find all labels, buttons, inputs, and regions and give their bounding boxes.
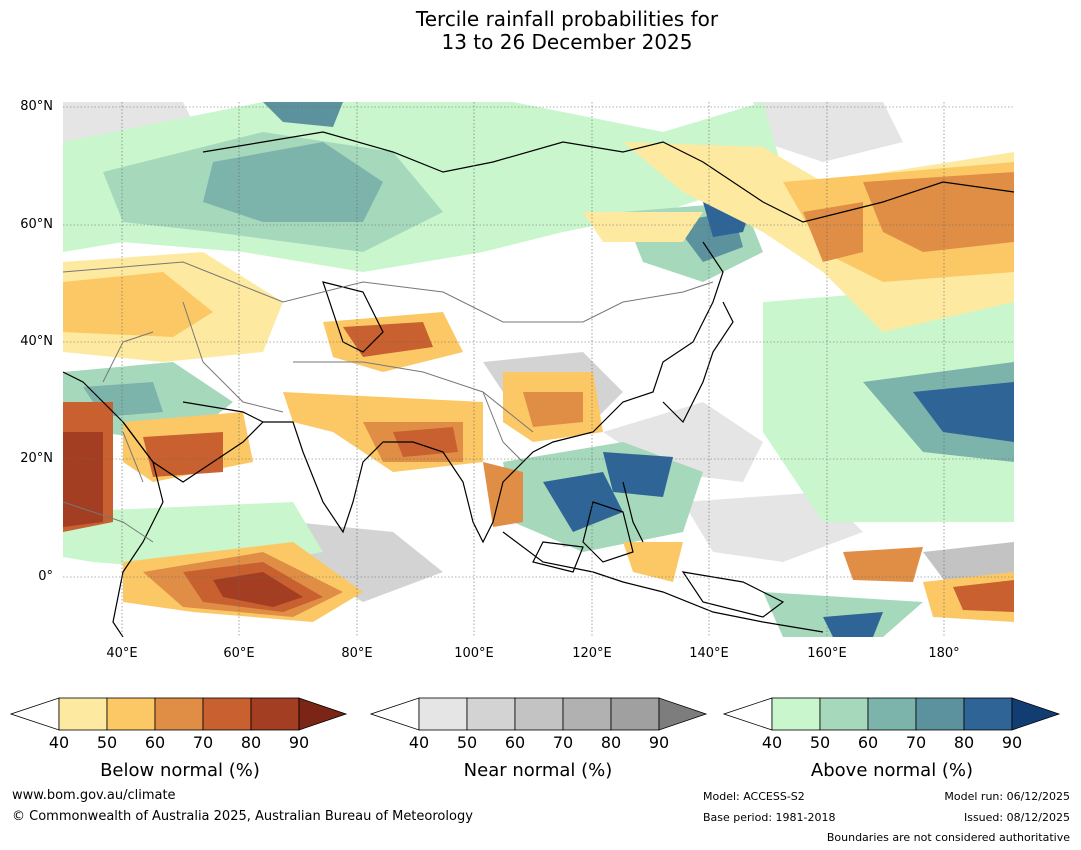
tick: 80: [953, 733, 975, 752]
colorbar-above-label: Above normal (%): [810, 760, 974, 781]
colorbar-near-label: Near normal (%): [463, 760, 613, 781]
colorbar-segment: [202, 697, 252, 731]
colorbar-max-arrow: [658, 697, 708, 731]
title-line-1: Tercile rainfall probabilities for: [415, 7, 719, 31]
footer-model-run: Model run: 06/12/2025: [944, 790, 1070, 803]
tick: 50: [456, 733, 478, 752]
colorbar-max-arrow: [298, 697, 348, 731]
tick: 80: [600, 733, 622, 752]
coastlines: [63, 131, 1014, 637]
tick: 70: [192, 733, 214, 752]
footer-base-period: Base period: 1981-2018: [703, 811, 836, 824]
colorbar-below-label: Below normal (%): [100, 760, 260, 781]
above-normal-regions: [63, 102, 1014, 637]
colorbar-segment: [867, 697, 917, 731]
tick: 40: [761, 733, 783, 752]
footer-model: Model: ACCESS-S2: [703, 790, 805, 803]
tick: 50: [96, 733, 118, 752]
lat-label-0: 0°: [38, 569, 53, 584]
below-normal-regions: [63, 142, 1014, 622]
colorbar-min-arrow: [370, 697, 420, 731]
tick: 80: [240, 733, 262, 752]
lat-label-60n: 60°N: [20, 217, 53, 232]
colorbar-segment: [514, 697, 564, 731]
colorbar-segment: [466, 697, 516, 731]
lon-label-120e: 120°E: [572, 646, 612, 661]
lon-label-40e: 40°E: [106, 646, 138, 661]
colorbar-segment: [154, 697, 204, 731]
tick: 70: [552, 733, 574, 752]
colorbar-segment: [250, 697, 300, 731]
colorbar-segment: [963, 697, 1013, 731]
footer-copyright: © Commonwealth of Australia 2025, Austra…: [12, 809, 473, 824]
lon-label-180: 180°: [928, 646, 960, 661]
lon-label-100e: 100°E: [454, 646, 494, 661]
colorbar-below-normal: [10, 697, 348, 731]
lon-label-60e: 60°E: [223, 646, 255, 661]
footer-url: www.bom.gov.au/climate: [12, 788, 176, 803]
tick: 90: [648, 733, 670, 752]
colorbar-segment: [819, 697, 869, 731]
colorbar-segment: [771, 697, 821, 731]
footer-issued: Issued: 08/12/2025: [963, 811, 1070, 824]
colorbar-max-arrow: [1011, 697, 1061, 731]
map-title: Tercile rainfall probabilities for 13 to…: [0, 8, 1081, 54]
tick: 50: [809, 733, 831, 752]
colorbar-above-normal: [723, 697, 1061, 731]
tick: 40: [408, 733, 430, 752]
lat-label-20n: 20°N: [20, 451, 53, 466]
tick: 70: [905, 733, 927, 752]
colorbar-segment: [915, 697, 965, 731]
colorbar-min-arrow: [10, 697, 60, 731]
colorbar-min-arrow: [723, 697, 773, 731]
tick: 90: [288, 733, 310, 752]
rainfall-probability-map: [63, 102, 1014, 637]
colorbar-segment: [106, 697, 156, 731]
country-borders: [63, 261, 714, 543]
footer-disclaimer: Boundaries are not considered authoritat…: [826, 831, 1070, 844]
colorbar-segment: [562, 697, 612, 731]
tick: 60: [144, 733, 166, 752]
colorbar-segment: [58, 697, 108, 731]
tick: 60: [857, 733, 879, 752]
colorbar-near-normal: [370, 697, 708, 731]
colorbar-segment: [610, 697, 660, 731]
lat-label-40n: 40°N: [20, 334, 53, 349]
lon-label-80e: 80°E: [341, 646, 373, 661]
map-canvas: [63, 102, 1014, 637]
colorbar-segment: [418, 697, 468, 731]
lon-label-140e: 140°E: [689, 646, 729, 661]
lon-label-160e: 160°E: [807, 646, 847, 661]
graticule: [63, 102, 1014, 637]
lat-label-80n: 80°N: [20, 99, 53, 114]
tick: 40: [48, 733, 70, 752]
title-line-2: 13 to 26 December 2025: [441, 30, 693, 54]
tick: 60: [504, 733, 526, 752]
tick: 90: [1001, 733, 1023, 752]
